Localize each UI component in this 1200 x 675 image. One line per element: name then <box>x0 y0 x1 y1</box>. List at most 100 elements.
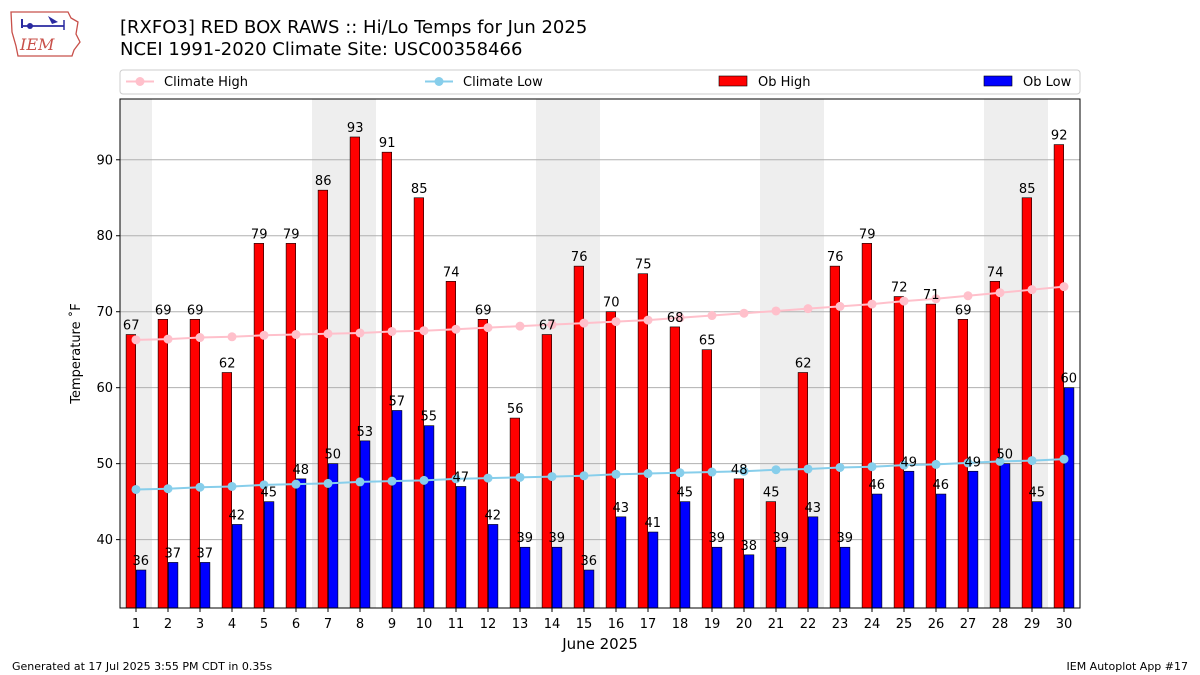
legend-climate-low-marker <box>434 77 444 86</box>
x-tick-label: 10 <box>416 617 433 632</box>
x-tick-label: 27 <box>960 617 977 632</box>
ob-low-label: 45 <box>1029 486 1046 501</box>
climate-low-point <box>419 475 429 485</box>
ob-low-label: 42 <box>485 508 502 523</box>
x-tick-label: 12 <box>480 617 497 632</box>
x-tick-label: 28 <box>992 617 1009 632</box>
iowa-map-icon: IEM <box>10 11 81 57</box>
ob-low-label: 45 <box>261 486 278 501</box>
climate-low-point <box>259 480 269 490</box>
legend: Climate High Climate Low Ob High Ob Low <box>119 69 1081 95</box>
ob-high-bar <box>669 326 680 609</box>
ob-high-bar <box>701 349 712 609</box>
climate-low-point <box>515 472 525 482</box>
ob-low-label: 38 <box>741 539 758 554</box>
ob-high-label: 74 <box>987 265 1004 280</box>
ob-low-bar <box>743 554 755 609</box>
climate-low-point <box>707 467 717 477</box>
climate-high-point <box>163 334 173 344</box>
ob-low-bar <box>487 524 499 609</box>
bars <box>125 136 1075 609</box>
climate-high-point <box>451 324 461 334</box>
ob-low-bar <box>391 410 403 609</box>
svg-text:IEM: IEM <box>19 35 55 54</box>
ob-high-bar <box>925 303 936 609</box>
ob-low-label: 43 <box>805 501 822 516</box>
ob-low-bar <box>999 463 1011 609</box>
ob-low-label: 48 <box>293 463 310 478</box>
ob-high-label: 74 <box>443 265 460 280</box>
ob-high-label: 69 <box>955 303 972 318</box>
climate-low-point <box>803 464 813 474</box>
ob-high-bar <box>1021 197 1032 609</box>
x-tick-label: 24 <box>864 617 881 632</box>
climate-low-point <box>1059 454 1069 464</box>
ob-high-bar <box>413 197 425 609</box>
climate-low-point <box>323 478 333 488</box>
climate-high-point <box>739 308 749 318</box>
ob-low-label: 60 <box>1061 372 1078 387</box>
climate-high-point <box>675 313 685 323</box>
ob-low-bar <box>807 516 819 609</box>
climate-low-point <box>771 465 781 475</box>
x-tick-label: 6 <box>292 617 300 632</box>
climate-low-point <box>483 473 493 483</box>
ob-low-label: 46 <box>869 478 886 493</box>
ob-high-bar <box>829 265 840 609</box>
ob-high-bar <box>989 281 1000 609</box>
ob-high-bar <box>765 501 776 609</box>
x-tick-label: 30 <box>1056 617 1073 632</box>
ob-high-label: 85 <box>411 182 428 197</box>
climate-high-point <box>771 306 781 316</box>
climate-low-point <box>163 484 173 494</box>
climate-high-point <box>931 294 941 304</box>
ob-high-label: 62 <box>795 356 812 371</box>
ob-low-label: 49 <box>901 455 918 470</box>
climate-low-point <box>899 460 909 470</box>
ob-high-bar <box>317 189 329 609</box>
x-axis-label: June 2025 <box>561 635 638 653</box>
x-tick-label: 1 <box>132 617 140 632</box>
chart-title-line-2: NCEI 1991-2020 Climate Site: USC00358466 <box>120 39 523 60</box>
climate-high-point <box>195 333 205 343</box>
ob-low-bar <box>519 546 531 609</box>
ob-high-bar <box>381 151 393 609</box>
legend-ob-high-label: Ob High <box>758 75 811 90</box>
ob-high-label: 69 <box>187 303 204 318</box>
y-axis-label: Temperature ˚F <box>68 303 84 404</box>
climate-low-point <box>355 477 365 487</box>
ob-low-bar <box>1064 387 1075 609</box>
chart-title: [RXFO3] RED BOX RAWS :: Hi/Lo Temps for … <box>120 17 587 61</box>
ob-high-bar <box>189 319 201 609</box>
ob-low-bar <box>359 440 371 609</box>
climate-low-point <box>1027 456 1037 466</box>
ob-low-label: 39 <box>517 531 534 546</box>
ob-low-label: 39 <box>709 531 726 546</box>
ob-high-label: 70 <box>603 296 620 311</box>
y-tick-label: 40 <box>96 533 113 548</box>
ob-high-label: 72 <box>891 281 908 296</box>
ob-low-label: 55 <box>421 410 438 425</box>
ob-low-label: 43 <box>613 501 630 516</box>
climate-high-point <box>259 330 269 340</box>
climate-high-point <box>643 315 653 325</box>
x-tick-label: 29 <box>1024 617 1041 632</box>
legend-ob-low-swatch <box>983 75 1013 87</box>
ob-high-label: 67 <box>539 319 556 334</box>
climate-high-point <box>323 329 333 339</box>
x-tick-label: 16 <box>608 617 625 632</box>
ob-low-label: 50 <box>325 448 342 463</box>
climate-high-point <box>835 301 845 311</box>
x-tick-label: 20 <box>736 617 753 632</box>
ob-high-label: 75 <box>635 258 652 273</box>
climate-low-point <box>675 468 685 478</box>
ob-low-bar <box>551 546 563 609</box>
x-tick-label: 3 <box>196 617 204 632</box>
x-tick-label: 5 <box>260 617 268 632</box>
ob-high-label: 69 <box>475 303 492 318</box>
ob-high-bar <box>861 243 872 609</box>
x-tick-label: 23 <box>832 617 849 632</box>
ob-high-label: 76 <box>827 250 844 265</box>
climate-high-point <box>355 328 365 338</box>
climate-low-point <box>611 469 621 479</box>
